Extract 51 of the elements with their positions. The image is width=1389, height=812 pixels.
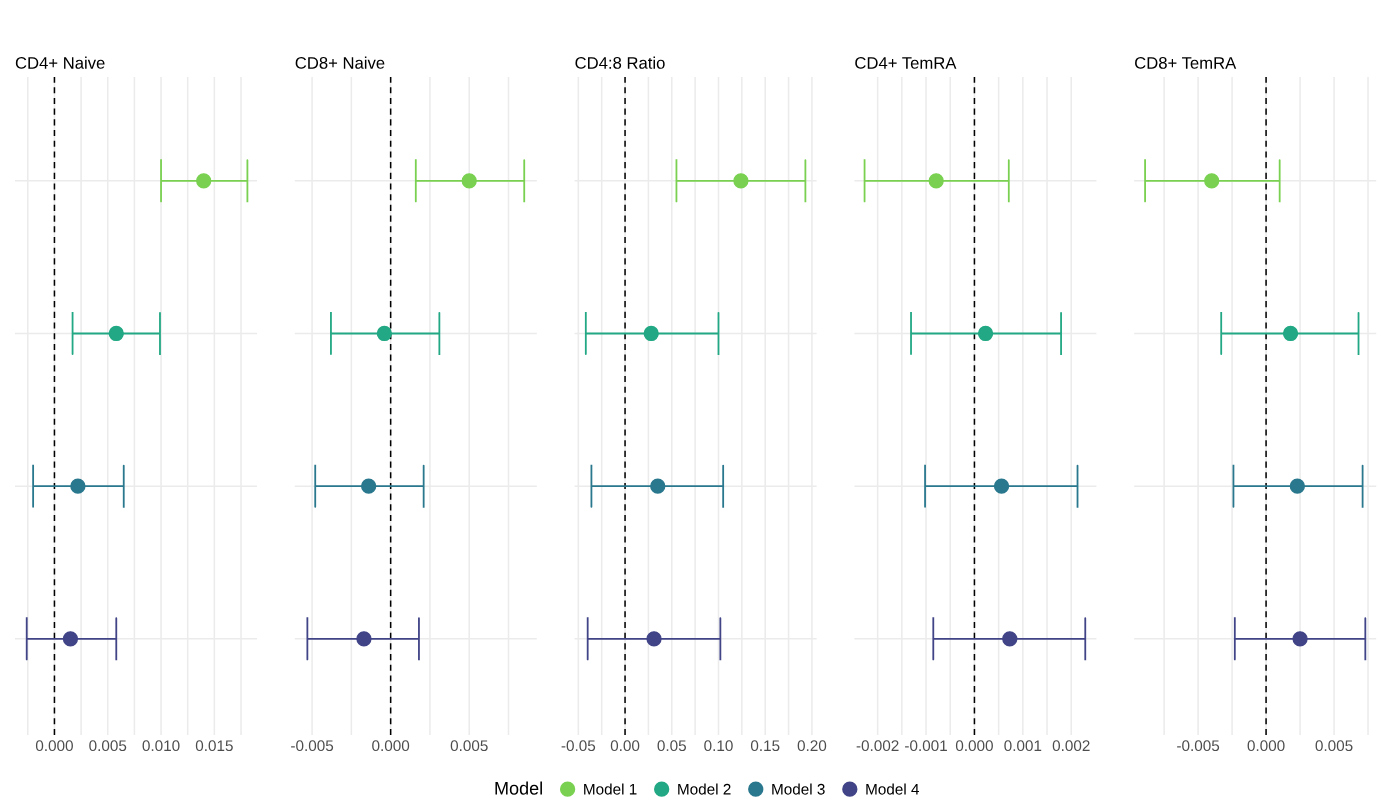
x-tick-label: -0.005 xyxy=(291,740,334,752)
x-tick-label: 0.005 xyxy=(89,740,127,752)
chart-title: CD8+ TemRA xyxy=(1135,57,1237,69)
point xyxy=(461,173,477,189)
x-tick-label: -0.05 xyxy=(561,740,596,752)
point xyxy=(376,325,393,342)
legend-label: Model 1 xyxy=(584,783,637,795)
x-tick-label: 0.000 xyxy=(955,740,993,752)
point xyxy=(650,478,666,494)
point xyxy=(62,631,79,647)
point xyxy=(70,478,86,494)
point xyxy=(1204,173,1220,189)
point xyxy=(928,173,944,189)
x-tick-label: 0.05 xyxy=(657,740,686,752)
legend-label: Model 3 xyxy=(772,783,825,795)
x-tick-label: 0.001 xyxy=(1004,740,1042,752)
point xyxy=(977,325,994,342)
x-tick-label: 0.10 xyxy=(704,740,733,752)
x-tick-label: -0.001 xyxy=(905,740,947,752)
point xyxy=(356,631,372,647)
point xyxy=(1292,631,1308,647)
x-tick-label: 0.005 xyxy=(450,740,488,752)
point xyxy=(1289,478,1305,494)
x-tick-label: 0.15 xyxy=(750,740,780,752)
legend-title: Model xyxy=(495,781,542,795)
point xyxy=(1282,325,1299,342)
chart-title: CD4:8 Ratio xyxy=(575,56,665,69)
x-tick-label: 0.015 xyxy=(195,740,233,752)
x-tick-label: 0.20 xyxy=(797,740,827,752)
point xyxy=(108,325,124,342)
point xyxy=(643,325,659,342)
legend-label: Model 2 xyxy=(678,783,731,795)
legend-label: Model 4 xyxy=(866,783,920,795)
x-tick-label: -0.005 xyxy=(1177,740,1220,752)
x-tick-label: 0.000 xyxy=(35,740,73,752)
x-tick-label: 0.010 xyxy=(142,740,180,752)
point xyxy=(196,173,212,189)
x-tick-label: 0.002 xyxy=(1052,740,1090,752)
x-tick-label: 0.00 xyxy=(610,740,640,752)
x-tick-label: -0.002 xyxy=(856,740,899,752)
point xyxy=(1002,631,1018,647)
chart-title: CD8+ Naive xyxy=(295,56,385,69)
point xyxy=(646,631,662,647)
chart-title: CD4+ TemRA xyxy=(855,57,957,69)
x-tick-label: 0.000 xyxy=(372,740,410,752)
point xyxy=(993,478,1010,494)
point xyxy=(361,478,377,494)
x-tick-label: 0.000 xyxy=(1247,740,1285,752)
x-tick-label: 0.005 xyxy=(1315,740,1353,752)
chart-title: CD4+ Naive xyxy=(15,56,105,69)
point xyxy=(733,173,749,189)
